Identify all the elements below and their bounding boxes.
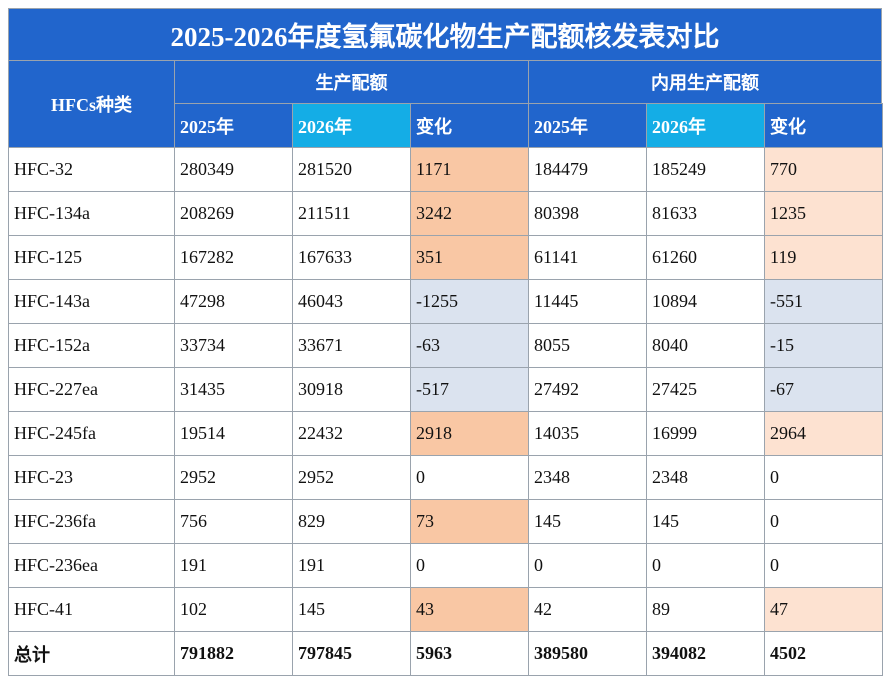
group-header: 内用生产配额 — [528, 60, 882, 104]
cell-value: -63 — [410, 323, 529, 368]
cell-value: 0 — [646, 543, 765, 588]
subheader: 变化 — [764, 103, 883, 148]
title: 2025-2026年度氢氟碳化物生产配额核发表对比 — [8, 8, 882, 61]
subheader: 2025年 — [528, 103, 647, 148]
cell-value: 191 — [174, 543, 293, 588]
cell-value: 389580 — [528, 631, 647, 676]
cell-value: 42 — [528, 587, 647, 632]
cell-value: 0 — [764, 455, 883, 500]
cell-value: 0 — [410, 455, 529, 500]
cell-value: 791882 — [174, 631, 293, 676]
cell-value: 80398 — [528, 191, 647, 236]
cell-value: -1255 — [410, 279, 529, 324]
cell-value: 211511 — [292, 191, 411, 236]
cell-value: 31435 — [174, 367, 293, 412]
subheader: 变化 — [410, 103, 529, 148]
cell-value: 797845 — [292, 631, 411, 676]
subheader: 2026年 — [292, 103, 411, 148]
cell-value: 145 — [528, 499, 647, 544]
row-label: HFC-41 — [8, 587, 175, 632]
cell-value: 145 — [646, 499, 765, 544]
cell-value: 81633 — [646, 191, 765, 236]
cell-value: 0 — [528, 543, 647, 588]
row-label: HFC-143a — [8, 279, 175, 324]
cell-value: 30918 — [292, 367, 411, 412]
cell-value: -551 — [764, 279, 883, 324]
cell-value: 2952 — [292, 455, 411, 500]
cell-value: 3242 — [410, 191, 529, 236]
cell-value: 2348 — [528, 455, 647, 500]
cell-value: 22432 — [292, 411, 411, 456]
cell-value: 33671 — [292, 323, 411, 368]
cell-value: 27492 — [528, 367, 647, 412]
cell-value: 119 — [764, 235, 883, 280]
cell-value: 394082 — [646, 631, 765, 676]
cell-value: 47298 — [174, 279, 293, 324]
cell-value: 2964 — [764, 411, 883, 456]
cell-value: 184479 — [528, 147, 647, 192]
cell-value: 280349 — [174, 147, 293, 192]
cell-value: 73 — [410, 499, 529, 544]
cell-value: 16999 — [646, 411, 765, 456]
subheader: 2026年 — [646, 103, 765, 148]
cell-value: 756 — [174, 499, 293, 544]
row-label: HFC-245fa — [8, 411, 175, 456]
cell-value: -517 — [410, 367, 529, 412]
cell-value: 0 — [764, 499, 883, 544]
cell-value: 829 — [292, 499, 411, 544]
row-label: 总计 — [8, 631, 175, 676]
cell-value: 208269 — [174, 191, 293, 236]
cell-value: 2348 — [646, 455, 765, 500]
cell-value: 61141 — [528, 235, 647, 280]
cell-value: 27425 — [646, 367, 765, 412]
row-label: HFC-236fa — [8, 499, 175, 544]
row-label: HFC-236ea — [8, 543, 175, 588]
row-label: HFC-227ea — [8, 367, 175, 412]
cell-value: 8040 — [646, 323, 765, 368]
cell-value: 0 — [764, 543, 883, 588]
cell-value: 351 — [410, 235, 529, 280]
cell-value: 2952 — [174, 455, 293, 500]
cell-value: 191 — [292, 543, 411, 588]
cell-value: 11445 — [528, 279, 647, 324]
cell-value: 10894 — [646, 279, 765, 324]
cell-value: -15 — [764, 323, 883, 368]
cell-value: -67 — [764, 367, 883, 412]
cell-value: 46043 — [292, 279, 411, 324]
cell-value: 185249 — [646, 147, 765, 192]
cell-value: 47 — [764, 587, 883, 632]
cell-value: 2918 — [410, 411, 529, 456]
cell-value: 8055 — [528, 323, 647, 368]
row-label: HFC-134a — [8, 191, 175, 236]
cell-value: 89 — [646, 587, 765, 632]
cell-value: 43 — [410, 587, 529, 632]
cell-value: 281520 — [292, 147, 411, 192]
cell-value: 33734 — [174, 323, 293, 368]
cell-value: 167282 — [174, 235, 293, 280]
row-label: HFC-152a — [8, 323, 175, 368]
row-label: HFC-125 — [8, 235, 175, 280]
group-header: 生产配额 — [174, 60, 529, 104]
cell-value: 19514 — [174, 411, 293, 456]
cell-value: 0 — [410, 543, 529, 588]
cell-value: 102 — [174, 587, 293, 632]
cell-value: 14035 — [528, 411, 647, 456]
cell-value: 145 — [292, 587, 411, 632]
cell-value: 1235 — [764, 191, 883, 236]
cell-value: 770 — [764, 147, 883, 192]
cell-value: 5963 — [410, 631, 529, 676]
row-label: HFC-23 — [8, 455, 175, 500]
row-label: HFC-32 — [8, 147, 175, 192]
cell-value: 4502 — [764, 631, 883, 676]
type-header: HFCs种类 — [8, 60, 175, 148]
cell-value: 167633 — [292, 235, 411, 280]
subheader: 2025年 — [174, 103, 293, 148]
cell-value: 61260 — [646, 235, 765, 280]
cell-value: 1171 — [410, 147, 529, 192]
